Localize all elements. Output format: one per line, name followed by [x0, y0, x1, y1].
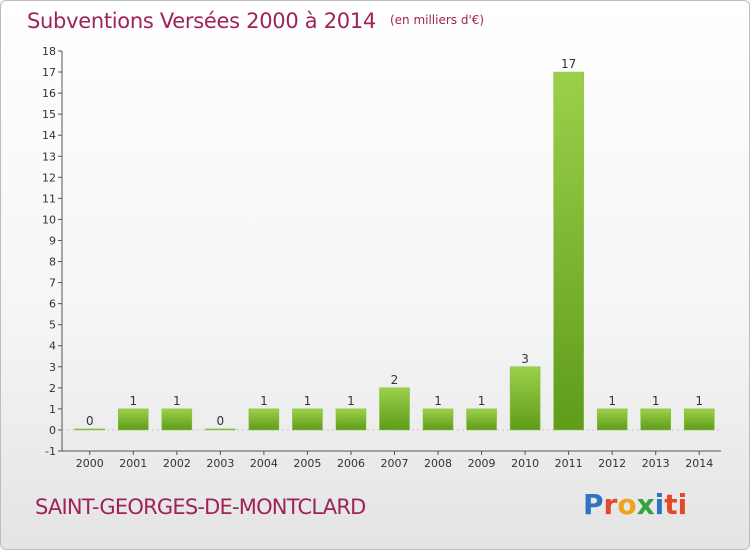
- x-tick-label: 2007: [381, 457, 409, 470]
- bar-2008[interactable]: [422, 408, 454, 431]
- data-label: 1: [347, 394, 355, 408]
- bar-2006[interactable]: [335, 408, 367, 431]
- data-label: 2: [391, 373, 399, 387]
- y-tick-label: 17: [42, 66, 56, 79]
- y-tick-label: 15: [42, 108, 56, 121]
- x-tick-label: 2011: [555, 457, 583, 470]
- x-tick-label: 2005: [293, 457, 321, 470]
- bar-2003[interactable]: [205, 428, 236, 431]
- y-tick-label: 8: [49, 256, 56, 269]
- data-label: 0: [217, 414, 225, 428]
- data-label: 0: [86, 414, 94, 428]
- x-tick-label: 2014: [685, 457, 713, 470]
- y-tick-label: 10: [42, 213, 56, 226]
- x-tick-label: 2002: [163, 457, 191, 470]
- bar-2004[interactable]: [248, 408, 280, 431]
- y-tick-label: 1: [49, 403, 56, 416]
- data-label: 1: [652, 394, 660, 408]
- chart-title: Subventions Versées 2000 à 2014: [27, 9, 376, 33]
- y-tick-label: 7: [49, 277, 56, 290]
- data-label: 1: [695, 394, 703, 408]
- bar-2005[interactable]: [292, 408, 323, 431]
- bar-2000[interactable]: [74, 428, 106, 431]
- y-tick-label: 6: [49, 298, 56, 311]
- bar-2009[interactable]: [466, 408, 497, 431]
- data-label: 1: [478, 394, 486, 408]
- y-tick-label: 5: [49, 319, 56, 332]
- bar-2001[interactable]: [118, 408, 149, 431]
- x-tick-label: 2006: [337, 457, 365, 470]
- bar-2002[interactable]: [161, 408, 193, 431]
- data-label: 1: [304, 394, 312, 408]
- data-label: 1: [608, 394, 616, 408]
- bar-2010[interactable]: [509, 366, 541, 431]
- y-tick-label: -1: [45, 445, 56, 458]
- y-tick-label: 18: [42, 45, 56, 58]
- y-tick-label: 4: [49, 340, 56, 353]
- x-tick-label: 2010: [511, 457, 539, 470]
- x-tick-label: 2004: [250, 457, 278, 470]
- x-tick-label: 2003: [206, 457, 234, 470]
- commune-name: SAINT-GEORGES-DE-MONTCLARD: [35, 495, 366, 519]
- unit-note: (en milliers d'€): [389, 13, 485, 27]
- y-tick-label: 12: [42, 171, 56, 184]
- logo-letter: r: [603, 488, 618, 521]
- data-label: 1: [260, 394, 268, 408]
- bar-2014[interactable]: [683, 408, 715, 431]
- y-tick-label: 16: [42, 87, 56, 100]
- bar-2013[interactable]: [640, 408, 671, 431]
- x-tick-label: 2001: [119, 457, 147, 470]
- x-tick-label: 2012: [598, 457, 626, 470]
- bar-2011[interactable]: [553, 71, 584, 431]
- y-tick-label: 9: [49, 234, 56, 247]
- logo-letter: P: [583, 488, 604, 521]
- x-tick-label: 2013: [642, 457, 670, 470]
- y-tick-label: 3: [49, 361, 56, 374]
- data-label: 1: [434, 394, 442, 408]
- data-label: 3: [521, 352, 529, 366]
- y-tick-label: 13: [42, 150, 56, 163]
- title-block: Subventions Versées 2000 à 2014 (en milli…: [27, 9, 484, 33]
- y-tick-label: 0: [49, 424, 56, 437]
- data-label: 1: [129, 394, 137, 408]
- x-tick-label: 2000: [76, 457, 104, 470]
- logo-letter: ti: [664, 488, 688, 521]
- logo-letter: o: [617, 488, 637, 521]
- y-tick-label: 11: [42, 192, 56, 205]
- data-label: 1: [173, 394, 181, 408]
- x-tick-label: 2009: [468, 457, 496, 470]
- proxiti-logo[interactable]: Proxiti: [583, 488, 687, 521]
- y-tick-label: 14: [42, 129, 56, 142]
- bar-2007[interactable]: [379, 387, 410, 431]
- data-label: 17: [561, 57, 576, 71]
- logo-letter: i: [654, 488, 665, 521]
- logo-letter: x: [636, 488, 655, 521]
- bar-2012[interactable]: [596, 408, 628, 431]
- y-tick-label: 2: [49, 382, 56, 395]
- x-tick-label: 2008: [424, 457, 452, 470]
